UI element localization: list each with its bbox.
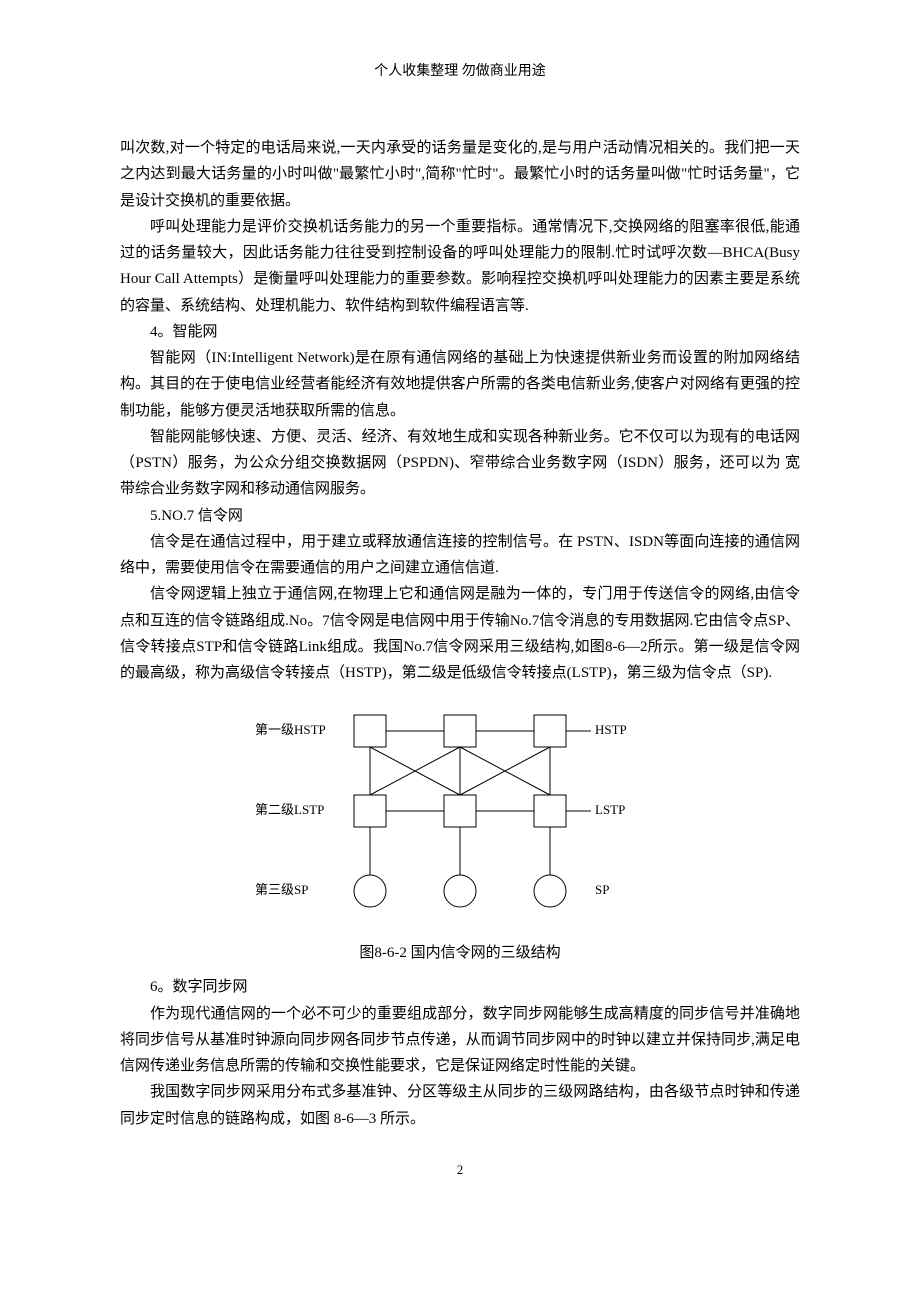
svg-text:HSTP: HSTP — [595, 722, 627, 737]
signaling-network-diagram: 第一级HSTP HSTP 第二级LSTP LSTP 第三级SP SP — [245, 701, 675, 931]
paragraph-5: 信令是在通信过程中，用于建立或释放通信连接的控制信号。在 PSTN、ISDN等面… — [120, 529, 800, 582]
svg-text:第一级HSTP: 第一级HSTP — [255, 722, 326, 737]
diagram-caption: 图8-6-2 国内信令网的三级结构 — [120, 941, 800, 962]
page-number: 2 — [120, 1162, 800, 1178]
paragraph-3: 智能网（IN:Intelligent Network)是在原有通信网络的基础上为… — [120, 345, 800, 424]
page-header: 个人收集整理 勿做商业用途 — [120, 60, 800, 80]
diagram-8-6-2: 第一级HSTP HSTP 第二级LSTP LSTP 第三级SP SP — [120, 701, 800, 931]
paragraph-7: 作为现代通信网的一个必不可少的重要组成部分，数字同步网能够生成高精度的同步信号并… — [120, 1001, 800, 1080]
svg-text:SP: SP — [595, 882, 609, 897]
paragraph-2: 呼叫处理能力是评价交换机话务能力的另一个重要指标。通常情况下,交换网络的阻塞率很… — [120, 214, 800, 319]
svg-text:第三级SP: 第三级SP — [255, 882, 308, 897]
svg-text:第二级LSTP: 第二级LSTP — [255, 802, 324, 817]
paragraph-8: 我国数字同步网采用分布式多基准钟、分区等级主从同步的三级网路结构，由各级节点时钟… — [120, 1079, 800, 1132]
section-5-title: 5.NO.7 信令网 — [120, 503, 800, 529]
svg-text:LSTP: LSTP — [595, 802, 625, 817]
page-container: 个人收集整理 勿做商业用途 叫次数,对一个特定的电话局来说,一天内承受的话务量是… — [0, 0, 920, 1238]
paragraph-4: 智能网能够快速、方便、灵活、经济、有效地生成和实现各种新业务。它不仅可以为现有的… — [120, 424, 800, 503]
section-4-title: 4。智能网 — [120, 319, 800, 345]
paragraph-6: 信令网逻辑上独立于通信网,在物理上它和通信网是融为一体的，专门用于传送信令的网络… — [120, 581, 800, 686]
paragraph-1: 叫次数,对一个特定的电话局来说,一天内承受的话务量是变化的,是与用户活动情况相关… — [120, 135, 800, 214]
section-6-title: 6。数字同步网 — [120, 974, 800, 1000]
